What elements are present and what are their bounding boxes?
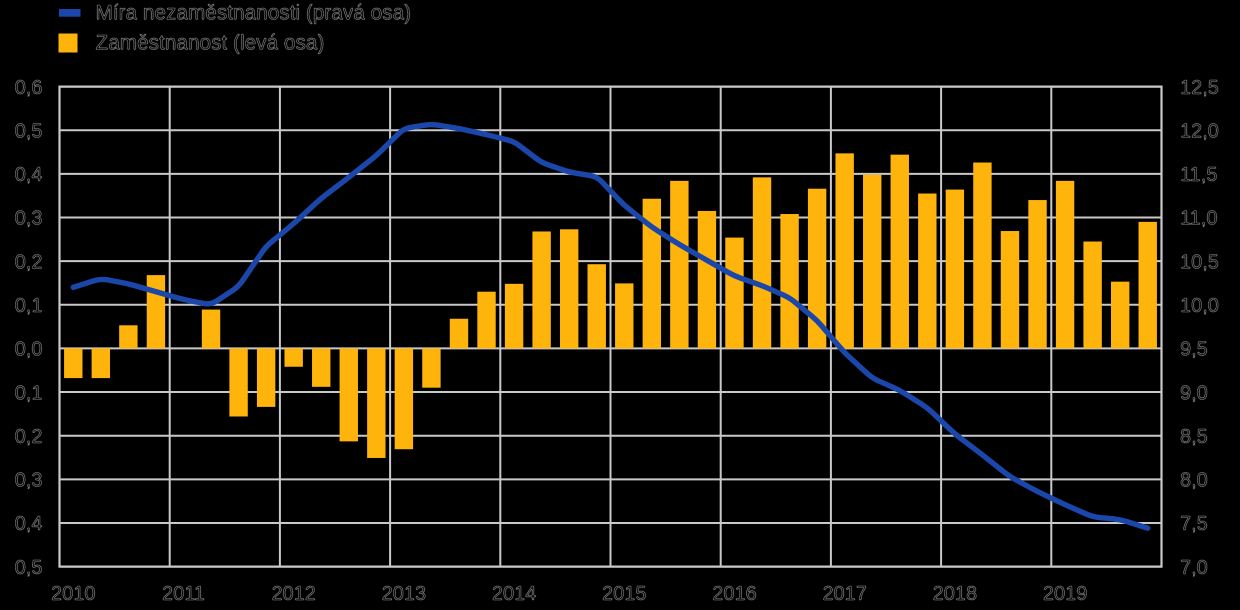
svg-text:11,0: 11,0	[1180, 208, 1217, 230]
svg-text:11,5: 11,5	[1180, 164, 1217, 186]
svg-text:2014: 2014	[492, 583, 537, 605]
svg-text:Zaměstnanost (levá osa): Zaměstnanost (levá osa)	[96, 31, 325, 54]
svg-text:8,0: 8,0	[1180, 470, 1208, 492]
svg-text:0,4: 0,4	[15, 164, 43, 186]
svg-text:0,0: 0,0	[15, 339, 43, 361]
svg-text:Míra nezaměstnanosti (pravá os: Míra nezaměstnanosti (pravá osa)	[96, 1, 412, 24]
svg-text:9,5: 9,5	[1180, 339, 1208, 361]
svg-text:8,5: 8,5	[1180, 426, 1208, 448]
svg-text:0,1: 0,1	[15, 382, 43, 404]
svg-text:2017: 2017	[822, 583, 867, 605]
svg-text:2018: 2018	[933, 583, 978, 605]
svg-text:0,6: 0,6	[15, 77, 43, 99]
svg-text:12,0: 12,0	[1180, 120, 1219, 142]
svg-text:2013: 2013	[382, 583, 427, 605]
svg-text:2010: 2010	[51, 583, 96, 605]
svg-text:12,5: 12,5	[1180, 77, 1219, 99]
svg-text:10,0: 10,0	[1180, 295, 1219, 317]
svg-text:2012: 2012	[271, 583, 316, 605]
svg-text:7,0: 7,0	[1180, 557, 1208, 579]
svg-text:2015: 2015	[602, 583, 647, 605]
svg-text:7,5: 7,5	[1180, 513, 1208, 535]
svg-text:9,0: 9,0	[1180, 382, 1208, 404]
svg-text:0,5: 0,5	[15, 557, 43, 579]
svg-text:0,2: 0,2	[15, 426, 43, 448]
svg-text:0,4: 0,4	[15, 513, 43, 535]
svg-text:2011: 2011	[162, 583, 205, 605]
svg-text:0,5: 0,5	[15, 120, 43, 142]
svg-text:10,5: 10,5	[1180, 251, 1219, 273]
svg-text:0,3: 0,3	[15, 470, 43, 492]
svg-text:0,1: 0,1	[15, 295, 43, 317]
svg-text:2016: 2016	[712, 583, 757, 605]
svg-text:0,2: 0,2	[15, 251, 43, 273]
svg-text:2019: 2019	[1043, 583, 1088, 605]
svg-text:0,3: 0,3	[15, 208, 43, 230]
